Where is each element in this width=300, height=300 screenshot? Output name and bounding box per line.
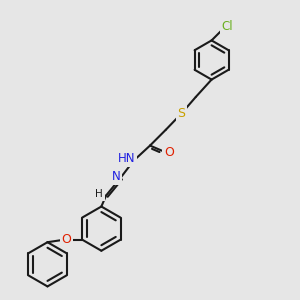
Text: H: H xyxy=(95,189,103,199)
Text: O: O xyxy=(164,146,174,159)
Text: HN: HN xyxy=(118,152,135,165)
Text: Cl: Cl xyxy=(222,20,233,33)
Text: S: S xyxy=(178,107,186,120)
Text: N: N xyxy=(112,170,120,183)
Text: O: O xyxy=(61,232,71,246)
